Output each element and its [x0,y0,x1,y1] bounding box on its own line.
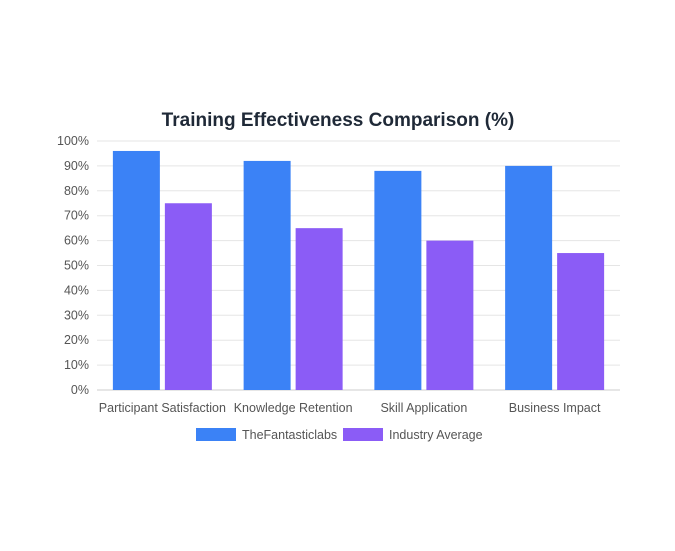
legend-swatch-0 [196,428,236,441]
y-axis-ticks: 0% 10% 20% 30% 40% 50% 60% 70% 80% 90% 100% [57,134,89,397]
bar-industry-average-2 [426,240,474,390]
bars [112,150,605,390]
bar-industry-average-0 [164,203,212,390]
y-tick-label: 90% [64,159,89,173]
bar-industry-average-1 [295,228,343,390]
legend-label: TheFantasticlabs [242,428,337,442]
x-category-label: Skill Application [380,401,467,415]
y-tick-label: 20% [64,333,89,347]
bar-industry-average-3 [557,253,605,390]
x-axis-categories: Participant Satisfaction Knowledge Retent… [99,401,601,415]
y-tick-label: 60% [64,234,89,248]
x-category-label: Participant Satisfaction [99,401,226,415]
y-tick-label: 30% [64,308,89,322]
chart-title: Training Effectiveness Comparison (%) [162,110,515,131]
x-category-label: Knowledge Retention [234,401,353,415]
y-tick-label: 40% [64,283,89,297]
y-tick-label: 0% [71,383,89,397]
x-category-label: Business Impact [509,401,601,415]
y-tick-label: 10% [64,358,89,372]
legend-swatch-1 [343,428,383,441]
y-tick-label: 100% [57,134,89,148]
bar-thefantasticlabs-0 [112,150,160,390]
bar-thefantasticlabs-3 [505,165,553,390]
y-tick-label: 70% [64,209,89,223]
legend: TheFantasticlabs Industry Average [196,428,483,442]
bar-thefantasticlabs-1 [243,160,291,390]
bar-thefantasticlabs-2 [374,170,422,390]
legend-label: Industry Average [389,428,483,442]
y-tick-label: 80% [64,184,89,198]
y-tick-label: 50% [64,259,89,273]
